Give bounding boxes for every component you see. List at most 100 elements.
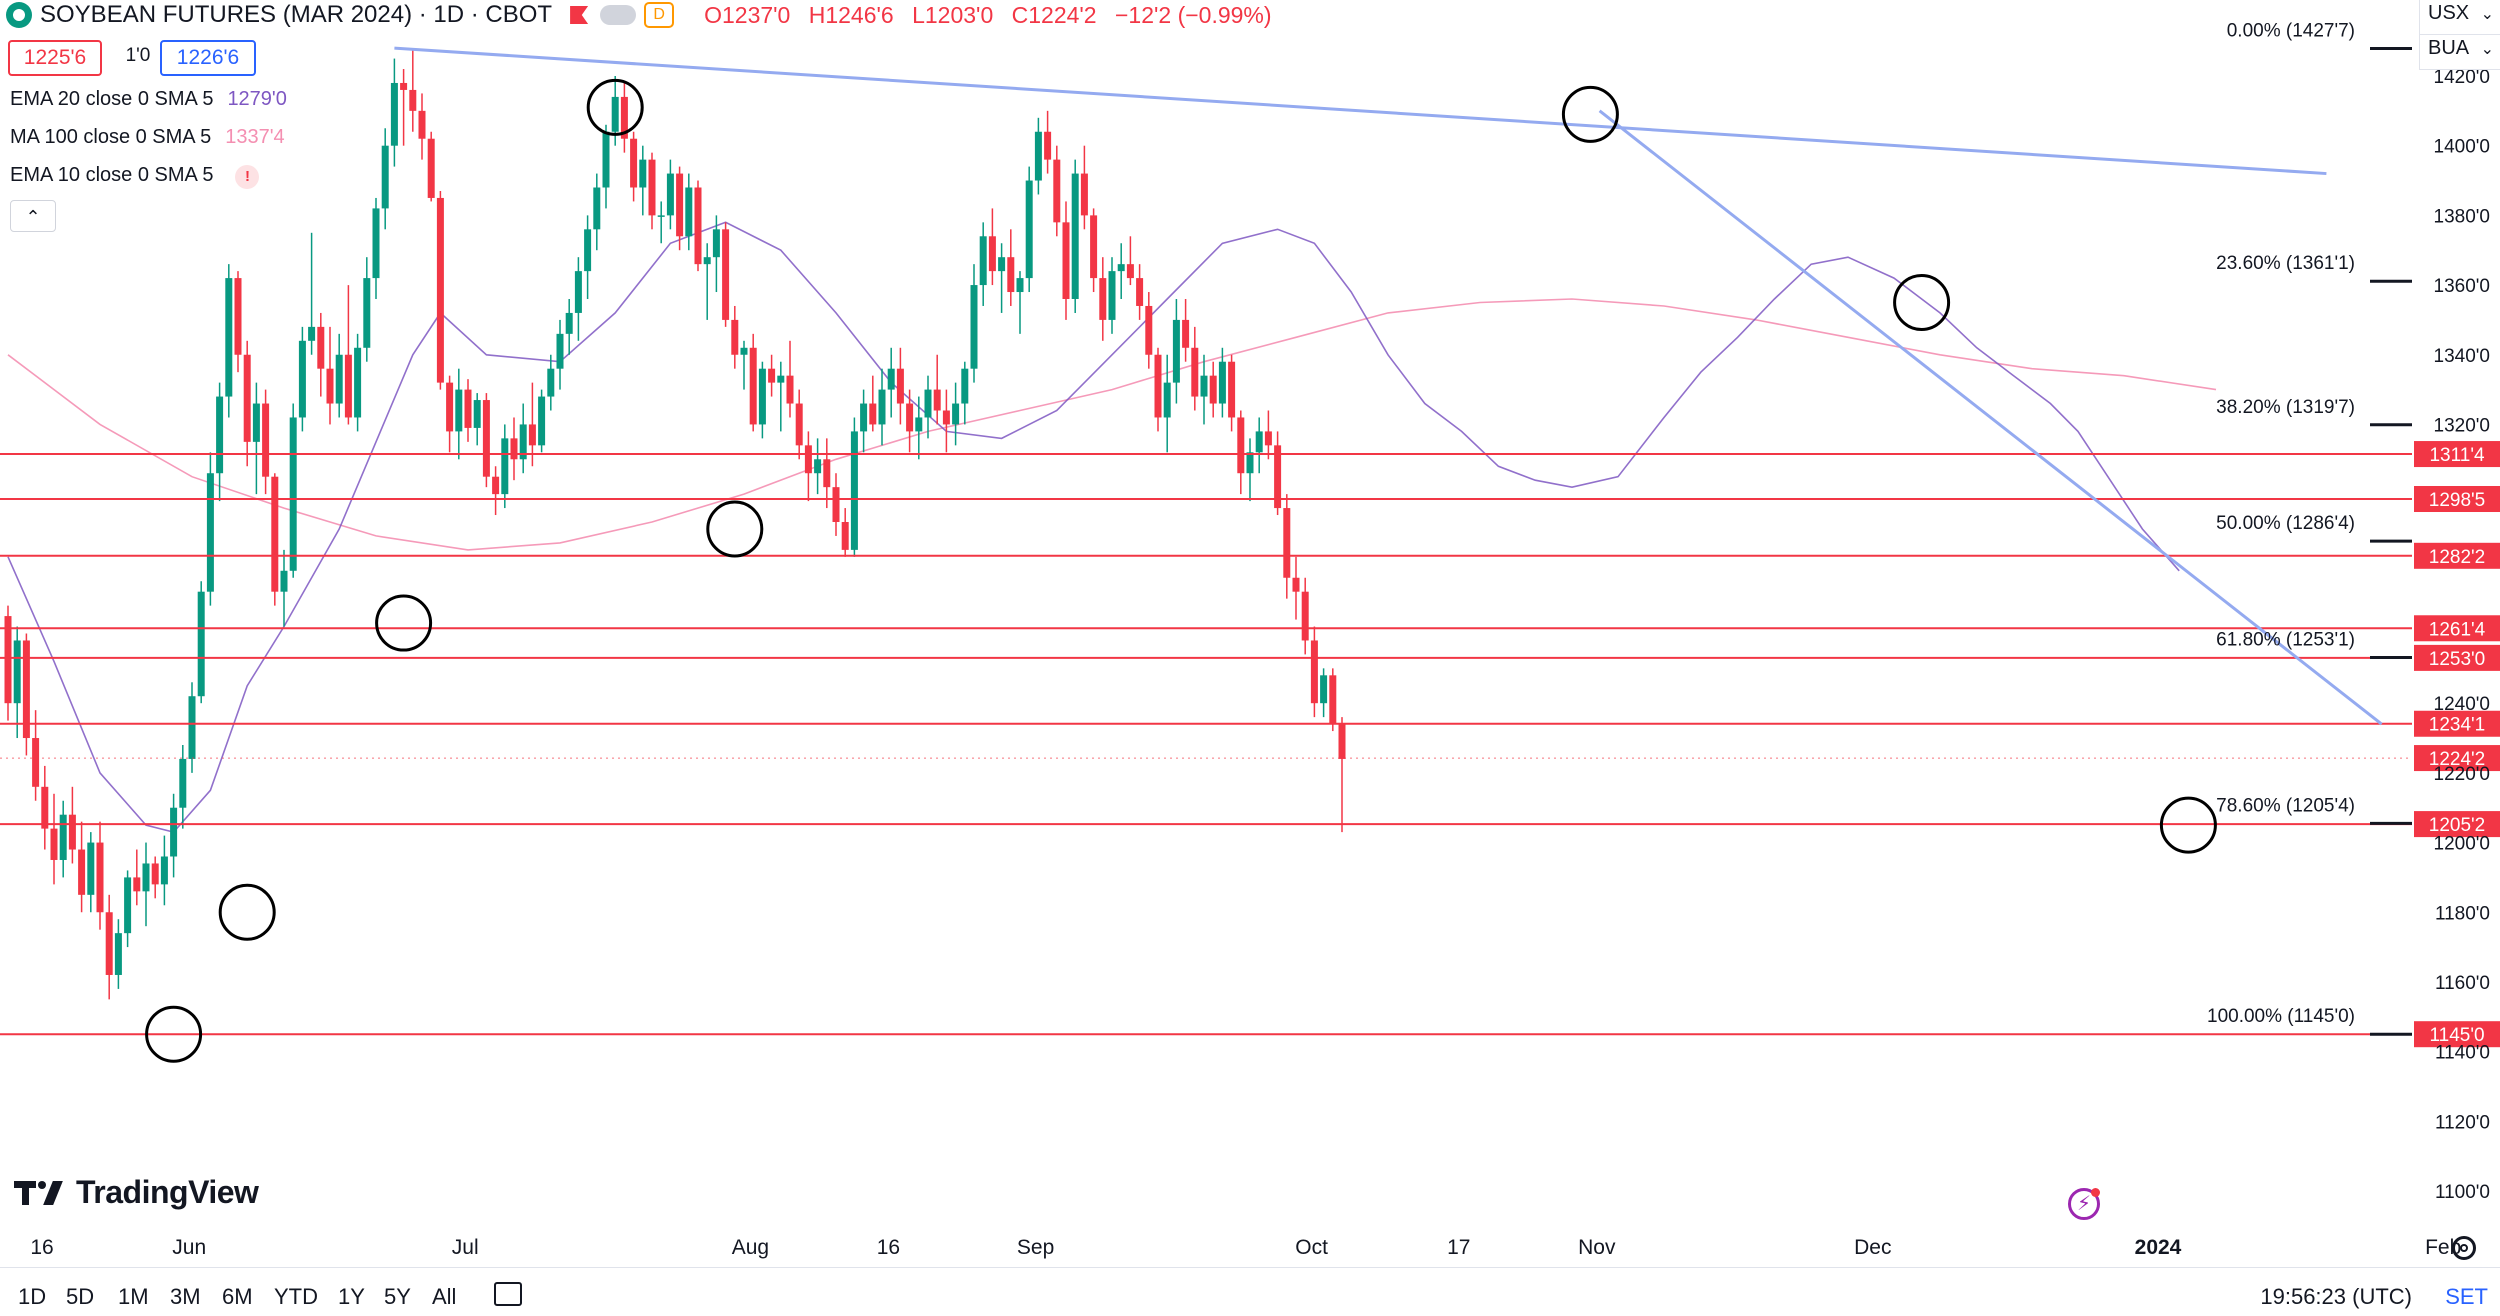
candle[interactable] [4, 605, 12, 721]
candle[interactable] [427, 131, 435, 202]
candle[interactable] [78, 821, 86, 913]
candle[interactable] [887, 347, 895, 418]
candle[interactable] [252, 382, 260, 495]
candle[interactable] [344, 285, 352, 425]
range-1y[interactable]: 1Y [338, 1284, 365, 1309]
candle[interactable] [1264, 410, 1272, 460]
candle[interactable] [1117, 243, 1125, 299]
candle[interactable] [1320, 668, 1328, 718]
candle[interactable] [804, 431, 812, 502]
clock[interactable]: 19:56:23 (UTC) [2260, 1284, 2412, 1309]
candle[interactable] [1182, 299, 1190, 362]
candle[interactable] [1154, 347, 1162, 432]
candle[interactable] [197, 581, 205, 704]
candle[interactable] [179, 745, 187, 829]
candle[interactable] [308, 232, 316, 355]
candle[interactable] [961, 361, 969, 425]
candle[interactable] [878, 368, 886, 446]
range-5d[interactable]: 5D [66, 1284, 95, 1309]
candle[interactable] [850, 417, 858, 557]
annotation-circle[interactable] [2159, 796, 2217, 854]
candle[interactable] [777, 361, 785, 432]
candle[interactable] [206, 452, 214, 606]
candle[interactable] [96, 821, 104, 930]
calendar-icon[interactable] [494, 1282, 522, 1306]
candle[interactable] [538, 389, 546, 453]
candle[interactable] [602, 124, 610, 209]
candle[interactable] [1191, 326, 1199, 411]
symbol-title[interactable]: SOYBEAN FUTURES (MAR 2024) · 1D · CBOT [40, 1, 553, 28]
candle[interactable] [363, 257, 371, 362]
candle[interactable] [924, 375, 932, 439]
candle[interactable] [630, 131, 638, 202]
currency-code[interactable]: USX ⌄ [2420, 0, 2500, 35]
candle[interactable] [1283, 494, 1291, 599]
gear-icon[interactable] [2452, 1236, 2476, 1260]
candle[interactable] [289, 403, 297, 578]
candle[interactable] [528, 382, 536, 467]
annotation-circle[interactable] [145, 1005, 203, 1063]
candle[interactable] [768, 354, 776, 397]
candle[interactable] [1016, 271, 1024, 334]
candle[interactable] [381, 128, 389, 230]
annotation-circle[interactable] [375, 594, 433, 652]
candle[interactable] [262, 389, 270, 495]
candle[interactable] [942, 389, 950, 453]
candle[interactable] [390, 58, 398, 167]
candle[interactable] [584, 215, 592, 299]
candle[interactable] [1218, 347, 1226, 418]
candle[interactable] [896, 347, 904, 425]
currency-panel[interactable]: USX ⌄ BUA ⌄ [2419, 0, 2500, 70]
candle[interactable] [841, 508, 849, 557]
range-5y[interactable]: 5Y [384, 1284, 411, 1309]
candle[interactable] [243, 340, 251, 467]
candle[interactable] [492, 466, 500, 516]
candle[interactable] [722, 222, 730, 327]
candle[interactable] [1246, 438, 1254, 502]
candle[interactable] [758, 361, 766, 439]
candle[interactable] [59, 800, 67, 878]
indicator-ema10[interactable]: EMA 10 close 0 SMA 5! [10, 164, 260, 189]
candle[interactable] [814, 438, 822, 495]
candle[interactable] [952, 382, 960, 446]
candle[interactable] [151, 856, 159, 899]
candle[interactable] [372, 197, 380, 299]
candle[interactable] [565, 299, 573, 355]
candle[interactable] [547, 354, 555, 411]
candle[interactable] [482, 393, 490, 488]
candle[interactable] [1200, 354, 1208, 425]
set-button[interactable]: SET [2445, 1284, 2488, 1309]
trendline[interactable] [1598, 109, 2383, 726]
candle[interactable] [409, 48, 417, 132]
candle[interactable] [988, 208, 996, 286]
currency-unit[interactable]: BUA ⌄ [2420, 35, 2500, 70]
candle[interactable] [666, 159, 674, 230]
candle[interactable] [593, 173, 601, 251]
candle[interactable] [694, 180, 702, 272]
candle[interactable] [50, 793, 58, 885]
candle[interactable] [1209, 361, 1217, 418]
candle[interactable] [620, 82, 628, 153]
candle[interactable] [786, 340, 794, 418]
indicator-ma100[interactable]: MA 100 close 0 SMA 5 1337'4 [10, 126, 285, 149]
candle[interactable] [749, 333, 757, 432]
candle[interactable] [998, 243, 1006, 313]
candle[interactable] [436, 190, 444, 390]
candle[interactable] [1310, 626, 1318, 718]
range-ytd[interactable]: YTD [274, 1284, 318, 1309]
candle[interactable] [1007, 229, 1015, 306]
candle[interactable] [832, 473, 840, 536]
candle[interactable] [1292, 556, 1300, 620]
candle[interactable] [1053, 145, 1061, 237]
candle[interactable] [32, 710, 40, 801]
candle[interactable] [970, 264, 978, 383]
candle[interactable] [105, 894, 113, 1000]
bolt-icon[interactable]: ⚡ [2068, 1188, 2100, 1220]
candle[interactable] [114, 919, 122, 989]
candle[interactable] [1126, 236, 1134, 286]
annotation-circle[interactable] [1561, 85, 1619, 143]
range-3m[interactable]: 3M [170, 1284, 201, 1309]
candle[interactable] [1329, 668, 1337, 732]
candle[interactable] [41, 765, 49, 850]
candle[interactable] [1080, 145, 1088, 230]
